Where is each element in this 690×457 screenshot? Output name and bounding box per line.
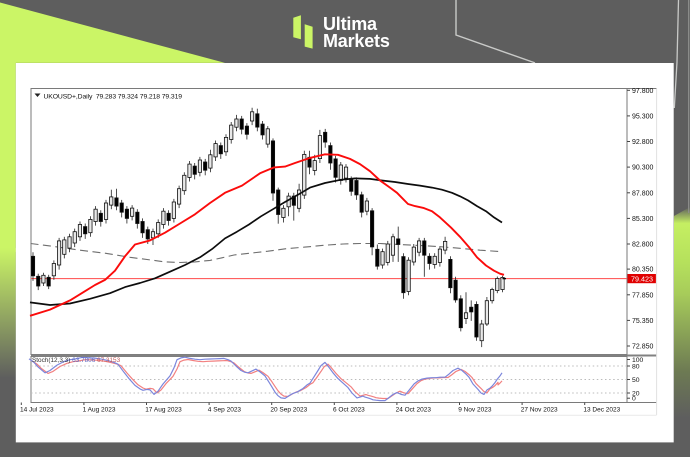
svg-text:14 Jul 2023: 14 Jul 2023 xyxy=(20,406,54,413)
svg-text:0: 0 xyxy=(632,396,636,403)
svg-text:87.800: 87.800 xyxy=(632,190,654,197)
svg-text:24 Oct 2023: 24 Oct 2023 xyxy=(396,406,432,413)
svg-text:92.800: 92.800 xyxy=(632,139,654,146)
svg-text:77.850: 77.850 xyxy=(632,292,654,299)
svg-text:UKOUSD+,Daily 79.283 79.324 7: UKOUSD+,Daily 79.283 79.324 79.218 79.31… xyxy=(44,93,183,100)
svg-text:100: 100 xyxy=(632,357,644,364)
svg-text:80.350: 80.350 xyxy=(632,267,654,274)
svg-text:27 Nov 2023: 27 Nov 2023 xyxy=(521,406,558,413)
svg-text:79.423: 79.423 xyxy=(631,274,653,283)
svg-text:1 Aug 2023: 1 Aug 2023 xyxy=(83,406,116,413)
svg-text:20: 20 xyxy=(632,391,640,398)
svg-text:9 Nov 2023: 9 Nov 2023 xyxy=(458,406,492,413)
svg-text:85.300: 85.300 xyxy=(632,216,654,223)
svg-text:4 Sep 2023: 4 Sep 2023 xyxy=(208,406,242,413)
svg-text:13 Dec 2023: 13 Dec 2023 xyxy=(583,406,620,413)
svg-text:Stoch(12,3,3) 63.7806 67.3153: Stoch(12,3,3) 63.7806 67.3153 xyxy=(32,357,121,364)
svg-text:90.300: 90.300 xyxy=(632,165,654,172)
svg-text:75.350: 75.350 xyxy=(632,318,654,325)
svg-text:72.850: 72.850 xyxy=(632,344,654,351)
svg-text:6 Oct 2023: 6 Oct 2023 xyxy=(333,406,365,413)
svg-text:95.300: 95.300 xyxy=(632,114,654,121)
svg-text:80: 80 xyxy=(632,364,640,371)
svg-text:82.800: 82.800 xyxy=(632,242,654,249)
svg-text:20 Sep 2023: 20 Sep 2023 xyxy=(270,406,307,413)
svg-text:97.800: 97.800 xyxy=(632,88,654,95)
svg-text:17 Aug 2023: 17 Aug 2023 xyxy=(145,406,182,413)
svg-text:50: 50 xyxy=(632,377,640,384)
